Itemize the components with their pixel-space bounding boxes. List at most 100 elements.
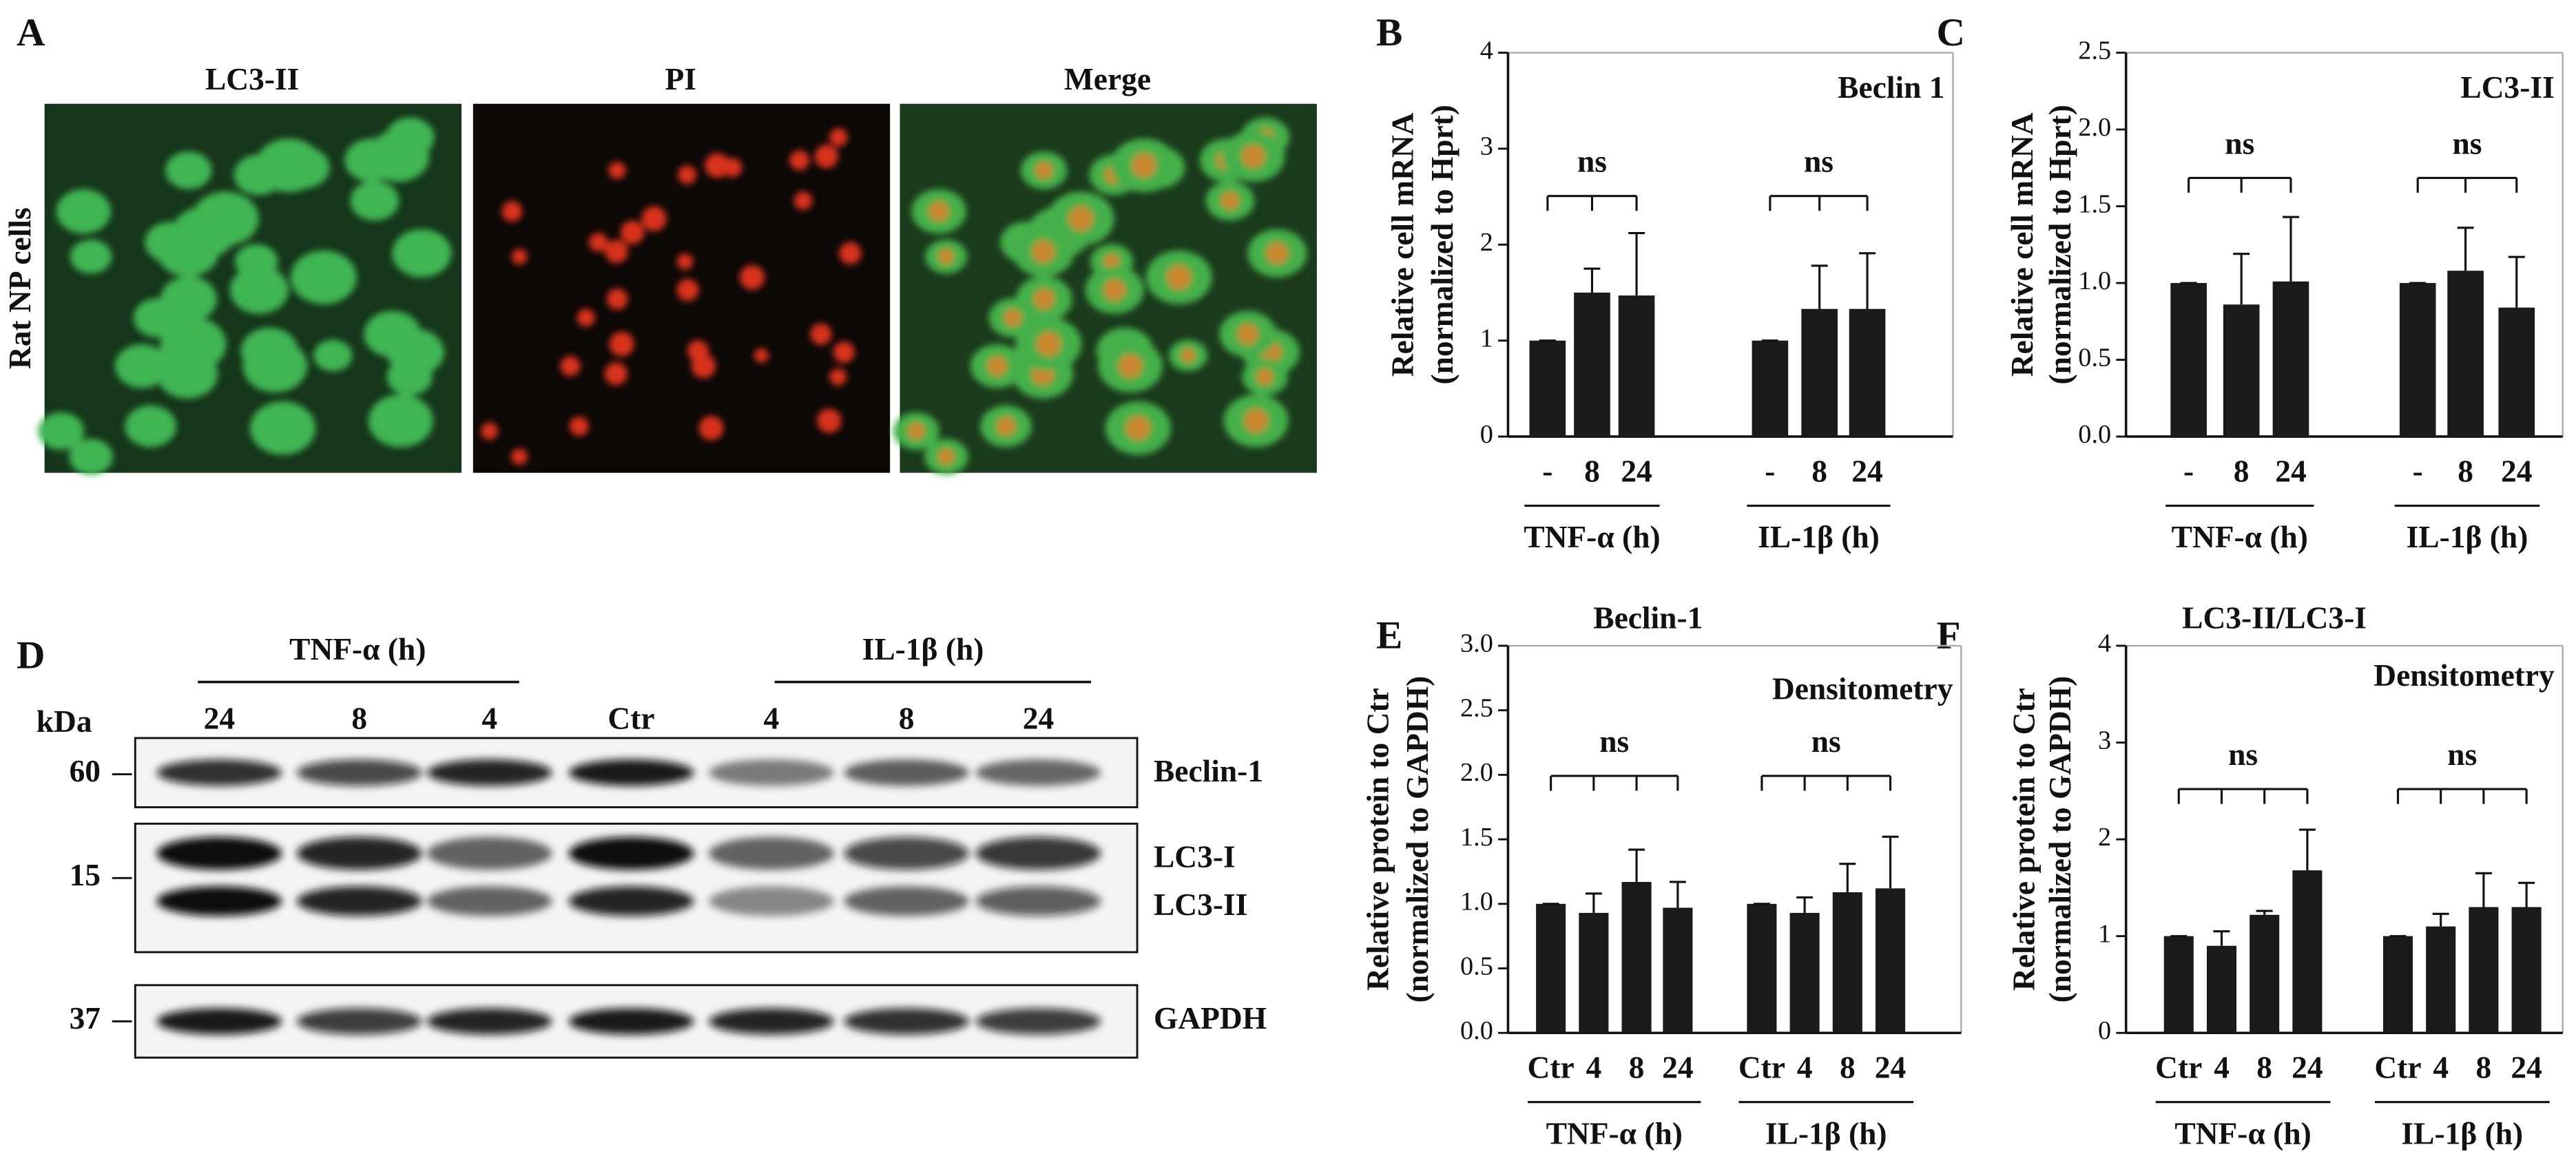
nucleus: [605, 240, 628, 264]
marker-label: 60: [70, 753, 101, 788]
bar: [1529, 340, 1566, 437]
cell: [256, 138, 322, 193]
band-label: Beclin-1: [1154, 753, 1263, 788]
cell: [125, 405, 176, 448]
nucleus: [1004, 308, 1022, 327]
error-bar: [1628, 232, 1645, 296]
nucleus: [606, 288, 628, 310]
bar: [1618, 295, 1655, 437]
bar: [1789, 912, 1820, 1033]
x-tick-label: 8: [1629, 1050, 1645, 1085]
y-tick-label: 1: [2098, 919, 2111, 948]
nucleus: [810, 323, 832, 345]
band: [844, 837, 970, 870]
band: [296, 886, 422, 916]
band: [708, 886, 834, 916]
lane-label: 4: [764, 700, 780, 735]
x-tick-label: 4: [2433, 1050, 2449, 1085]
significance: ns: [1599, 724, 1629, 759]
y-tick-label: 1.0: [2078, 266, 2111, 295]
nucleus: [1036, 331, 1061, 357]
nucleus: [609, 331, 634, 357]
x-tick-label: -: [1765, 454, 1775, 489]
bar: [2292, 870, 2323, 1033]
y-tick-label: 2.0: [2078, 113, 2111, 142]
cell: [229, 266, 289, 314]
x-tick-label: 24: [2501, 454, 2532, 489]
bar: [2250, 914, 2280, 1033]
y-axis-label: (normalized to GAPDH): [2042, 676, 2077, 1003]
band: [156, 759, 282, 786]
band-label: LC3-I: [1154, 839, 1236, 874]
y-axis-label: (normalized to Hprt): [1424, 105, 1460, 384]
group-label: TNF-α (h): [2172, 519, 2308, 554]
nucleus: [1266, 242, 1289, 264]
y-tick-label: 0: [2098, 1016, 2111, 1045]
nucleus: [814, 144, 839, 169]
group-label: IL-1β (h): [1765, 1115, 1887, 1150]
nucleus: [907, 422, 926, 440]
nucleus: [1181, 348, 1196, 363]
bar: [1876, 888, 1906, 1033]
y-tick-label: 2.5: [1460, 693, 1493, 722]
band-label: GAPDH: [1154, 1000, 1267, 1035]
nucleus: [1221, 191, 1240, 210]
micrograph-title: Merge: [1064, 61, 1151, 96]
x-tick-label: 24: [2292, 1050, 2323, 1085]
band: [296, 837, 422, 870]
nucleus: [1256, 368, 1274, 386]
nucleus: [1125, 415, 1151, 441]
band: [426, 1008, 552, 1035]
cells: [38, 117, 452, 475]
annotation: LC3-II: [2460, 70, 2554, 105]
band: [156, 1008, 282, 1035]
y-tick-label: 2: [1480, 228, 1493, 257]
error-bar: [2475, 872, 2492, 907]
cell: [364, 311, 422, 357]
cell: [368, 394, 433, 448]
error-bar: [1583, 267, 1601, 293]
nucleus: [839, 242, 862, 264]
group-label: IL-1β (h): [1758, 519, 1880, 554]
lane-label: 8: [899, 700, 915, 735]
cells: [481, 128, 862, 465]
bar: [1574, 293, 1610, 437]
x-tick-label: Ctr: [2155, 1050, 2202, 1085]
nucleus: [754, 348, 769, 363]
significance: ns: [1811, 724, 1841, 759]
cell: [114, 344, 169, 388]
y-axis-label: Relative protein to Ctr: [2006, 688, 2042, 991]
blot-group: TNF-α (h): [289, 631, 426, 666]
y-tick-label: 2.5: [2078, 36, 2111, 65]
band: [426, 886, 552, 916]
annotation: Beclin 1: [1838, 70, 1944, 105]
nucleus: [1118, 354, 1143, 379]
cell: [192, 191, 259, 246]
group-label: TNF-α (h): [1546, 1115, 1683, 1150]
nucleus: [620, 220, 645, 244]
group-label: IL-1β (h): [2407, 519, 2528, 554]
group-label: TNF-α (h): [1524, 519, 1660, 554]
nucleus: [691, 354, 716, 379]
error-bar: [1796, 896, 1814, 913]
y-tick-label: 1: [1480, 324, 1493, 353]
band: [296, 759, 422, 786]
error-bar: [2283, 215, 2299, 282]
micrograph-title: LC3-II: [205, 61, 299, 96]
bar: [1663, 907, 1693, 1033]
panel-label: D: [17, 633, 45, 677]
error-bar: [2233, 253, 2250, 305]
band: [975, 759, 1101, 786]
significance: ns: [2447, 737, 2477, 772]
marker-label: 15: [70, 857, 101, 892]
blot-unit: kDa: [37, 704, 92, 739]
x-tick-label: Ctr: [1738, 1050, 1785, 1085]
cell: [386, 358, 433, 396]
nucleus: [1166, 264, 1192, 290]
nucleus: [1035, 161, 1053, 180]
x-tick-label: 4: [1586, 1050, 1601, 1085]
lane-label: 24: [1023, 700, 1054, 735]
bar: [2223, 304, 2260, 437]
nucleus: [511, 249, 528, 265]
nucleus: [1241, 144, 1265, 169]
